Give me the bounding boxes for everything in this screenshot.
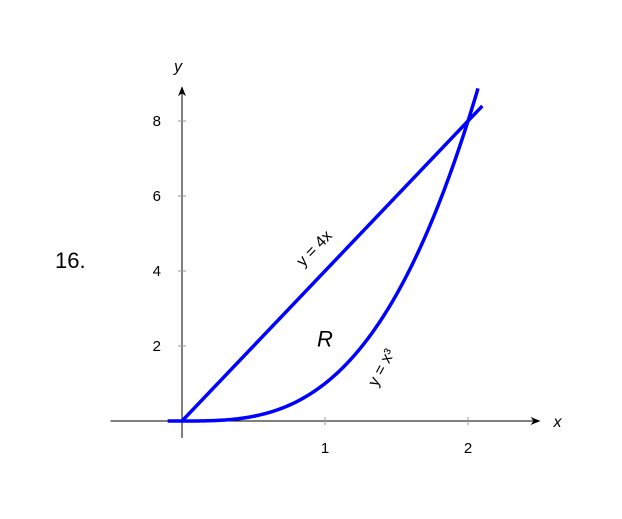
y-tick-label: 8 [153, 113, 161, 130]
axes: 1 2 2 4 6 8 x y [110, 58, 563, 457]
y-tick-label: 4 [153, 263, 161, 280]
y-tick-label: 6 [153, 188, 161, 205]
y-tick-label: 2 [153, 338, 161, 355]
x-tick-label: 2 [464, 440, 472, 457]
y-axis-label: y [173, 58, 183, 75]
region-label: R [317, 327, 333, 352]
series-line-1 [180, 104, 484, 423]
x-axis-label: x [553, 414, 563, 431]
problem-number: 16. [55, 248, 86, 273]
x-tick-label: 1 [321, 440, 329, 457]
series [167, 87, 484, 423]
label-y-x3: y = x³ [365, 346, 399, 390]
series-line-2 [167, 87, 480, 423]
